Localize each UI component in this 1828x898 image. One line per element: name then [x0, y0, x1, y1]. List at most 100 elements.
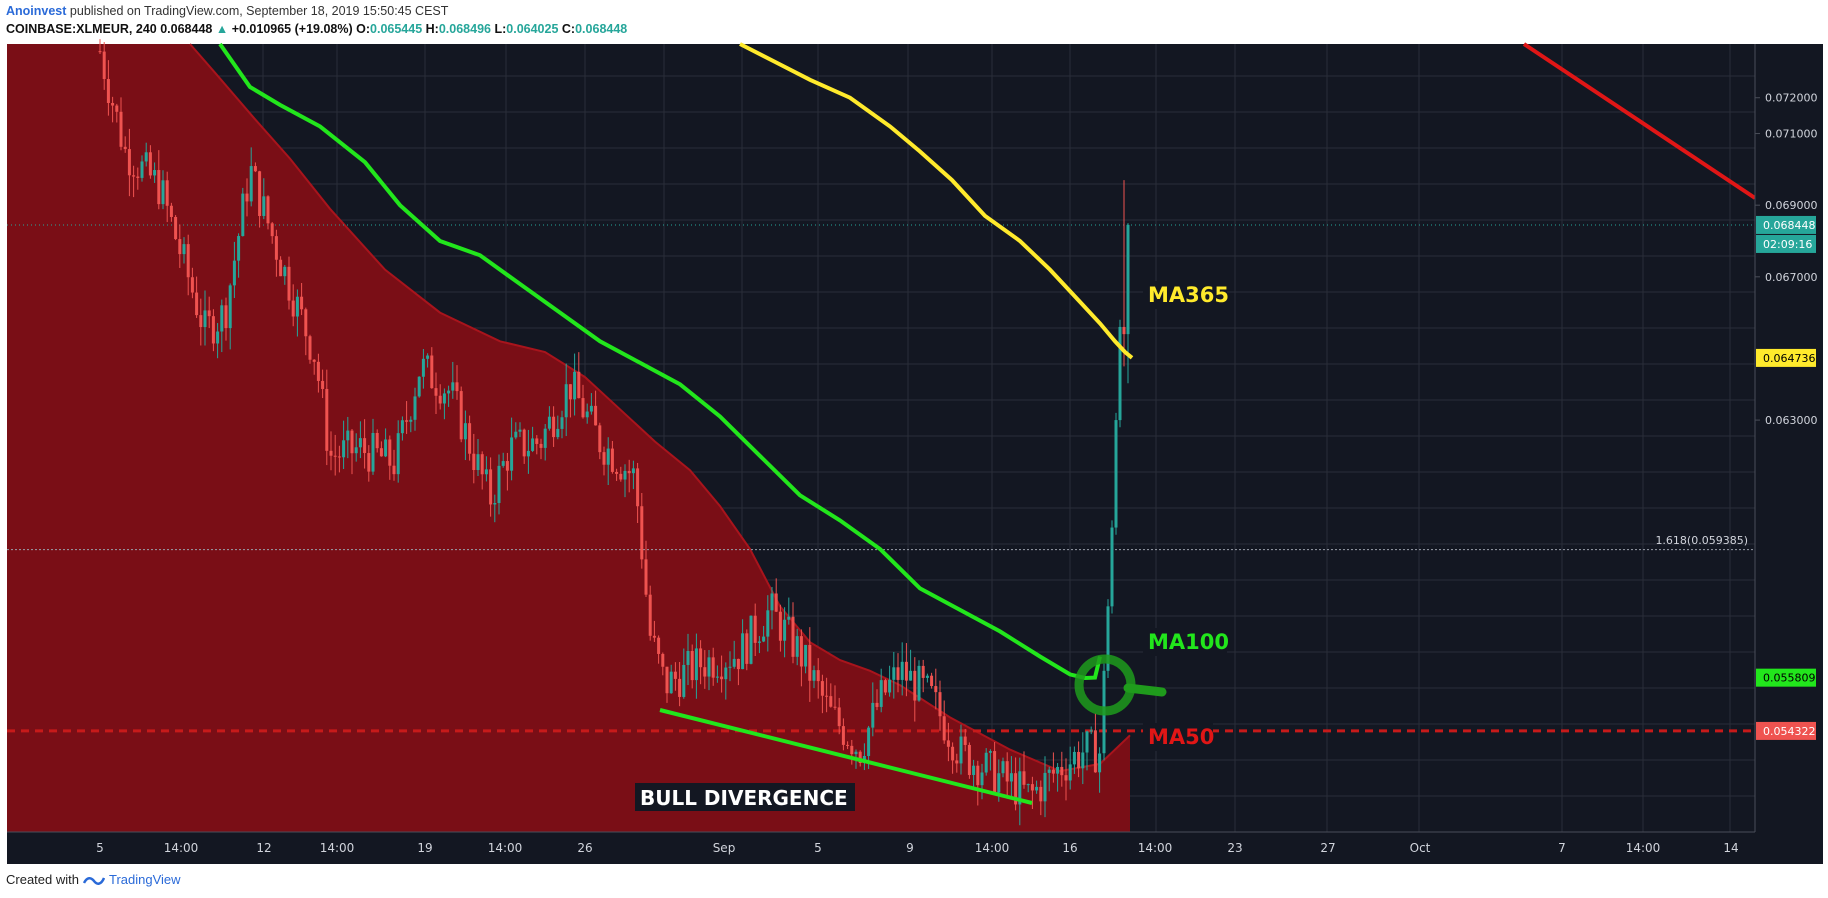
candle-body [106, 79, 110, 103]
candle-body [505, 461, 509, 471]
candle-body [123, 146, 127, 150]
candle-body [1022, 771, 1026, 785]
ma50-label: MA50 [1148, 725, 1214, 749]
ma100-line [218, 42, 1102, 681]
candle-body [417, 376, 421, 397]
candle-body [942, 716, 946, 741]
candle-body [1051, 769, 1055, 774]
last-price-badge: 0.068448 [1763, 219, 1816, 232]
candle-body [371, 432, 375, 472]
candle-body [539, 443, 543, 448]
candle-body [652, 635, 656, 638]
candle-body [648, 594, 652, 636]
candle-body [627, 470, 631, 474]
candle-body [455, 382, 459, 392]
candle-body [909, 670, 913, 681]
candle-body [799, 636, 803, 667]
candle-body [98, 51, 102, 53]
candle-body [182, 244, 186, 255]
candle-body [497, 465, 501, 504]
candle-body [997, 773, 1001, 793]
time-tick-label: Sep [713, 841, 736, 855]
time-tick-label: 27 [1320, 841, 1335, 855]
candle-body [644, 559, 648, 595]
candle-body [560, 417, 564, 429]
candle-body [606, 448, 610, 465]
ma100-price-badge: 0.055809 [1763, 672, 1816, 685]
candle-body [904, 661, 908, 681]
candle-body [661, 653, 665, 667]
time-tick-label: 23 [1227, 841, 1242, 855]
candle-body [875, 702, 879, 707]
candle-body [518, 429, 522, 432]
price-tick-label: 0.071000 [1765, 128, 1818, 141]
candle-body [484, 469, 488, 475]
candle-body [195, 292, 199, 316]
tradingview-logo-icon [82, 876, 105, 885]
candle-body [132, 175, 136, 177]
candle-body [489, 469, 493, 505]
author-name[interactable]: Anoinvest [6, 4, 67, 18]
candle-body [358, 438, 362, 448]
ma365-price-badge-bg [1756, 348, 1816, 367]
ma365-label: MA365 [1148, 283, 1229, 307]
candle-body [316, 361, 320, 381]
candle-body [1098, 753, 1102, 773]
candle-body [577, 371, 581, 399]
candle-body [111, 102, 115, 106]
candle-body [568, 384, 572, 400]
candle-body [333, 455, 337, 457]
candle-body [993, 751, 997, 793]
time-tick-label: 14:00 [164, 841, 199, 855]
candle-body [211, 316, 215, 344]
up-arrow-icon: ▲ [215, 22, 229, 36]
last-price-badge-bg [1756, 215, 1816, 234]
symbol-interval[interactable]: COINBASE:XLMEUR, 240 [6, 22, 157, 36]
candle-body [102, 51, 106, 80]
publish-header: Anoinvest published on TradingView.com, … [6, 4, 448, 18]
price-badges: 0.068448 02:09:16 0.064736 0.055809 0.054322 [1756, 215, 1816, 740]
tradingview-brand-link[interactable]: TradingView [108, 872, 181, 887]
candle-body [178, 239, 182, 255]
symbol-line: COINBASE:XLMEUR, 240 0.068448 ▲ +0.01096… [6, 22, 627, 36]
candle-body [493, 503, 497, 505]
ma50-fill-area [7, 44, 1130, 832]
ma365-line [739, 42, 1134, 360]
candle-body [736, 658, 740, 670]
close-value: 0.068448 [575, 22, 628, 36]
candle-body [778, 611, 782, 641]
candle-body [207, 310, 211, 317]
candle-body [812, 670, 816, 681]
candle-body [1064, 775, 1068, 781]
price-axis[interactable] [1754, 44, 1823, 832]
ma100-label: MA100 [1148, 630, 1229, 654]
candle-body [476, 454, 480, 471]
ma365-label-bg [1143, 281, 1227, 309]
candle-body [766, 610, 770, 637]
candle-body [757, 641, 761, 643]
candle-body [367, 453, 371, 472]
bull-divergence-line[interactable] [659, 708, 1033, 805]
time-tick-label: 14:00 [975, 841, 1010, 855]
candle-body [190, 277, 194, 293]
candle-body [1085, 731, 1089, 753]
price-tick-label: 0.072000 [1765, 92, 1818, 105]
candle-body [980, 772, 984, 786]
time-axis[interactable] [7, 831, 1823, 864]
candle-body [447, 390, 451, 394]
candle-body [522, 429, 526, 457]
candle-body [963, 736, 967, 745]
candle-body [749, 615, 753, 664]
downtrend-line[interactable] [1522, 42, 1757, 200]
candle-body [501, 461, 505, 466]
candle-body [468, 423, 472, 454]
candle-body [854, 751, 858, 755]
time-tick-label: 14:00 [1626, 841, 1661, 855]
candle-body [1001, 761, 1005, 774]
candle-body [514, 431, 518, 438]
candle-body [573, 371, 577, 400]
candle-body [459, 391, 463, 440]
candle-body [888, 679, 892, 693]
candle-body [480, 454, 484, 475]
